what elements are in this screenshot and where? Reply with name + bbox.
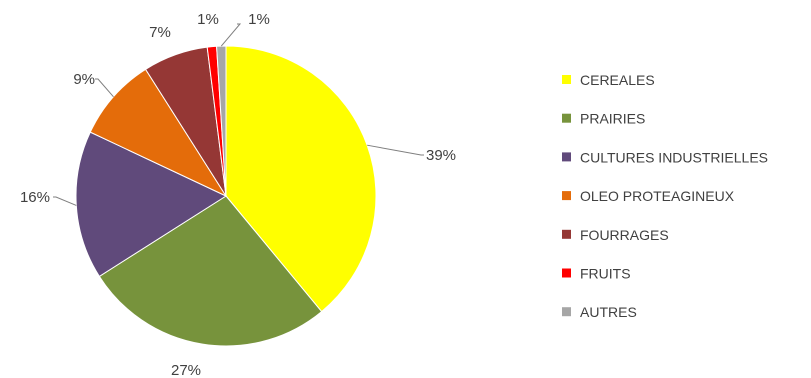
legend-swatch-prairies — [562, 113, 571, 123]
pie-slice-cereales — [225, 45, 377, 313]
legend-label-prairies: PRAIRIES — [580, 111, 645, 127]
legend-item-fruits: FRUITS — [562, 266, 631, 282]
legend-item-autres: AUTRES — [562, 304, 637, 320]
legend-swatch-autres — [562, 307, 571, 317]
leader-line-cereales — [367, 144, 424, 156]
legend: CEREALES PRAIRIES CULTURES INDUSTRIELLES OL… — [562, 72, 768, 320]
pie-slice-cultures-industrielles — [75, 131, 228, 278]
pie-slice-autres — [216, 45, 227, 197]
legend-swatch-oleo-proteagineux — [562, 191, 571, 201]
legend-swatch-fruits — [562, 268, 571, 278]
legend-swatch-cultures-industrielles — [562, 152, 571, 162]
pie-slice-prairies — [98, 195, 323, 347]
data-label-oleo-proteagineux: 9% — [73, 71, 95, 88]
legend-label-fourrages: FOURRAGES — [580, 227, 669, 243]
legend-label-oleo-proteagineux: OLEO PROTEAGINEUX — [580, 188, 735, 204]
legend-label-autres: AUTRES — [580, 304, 637, 320]
data-label-autres: 1% — [248, 11, 270, 28]
data-labels: 39% 27% 16% 9% 7% 1% 1% — [20, 11, 456, 378]
legend-item-cereales: CEREALES — [562, 72, 655, 88]
legend-item-prairies: PRAIRIES — [562, 111, 645, 127]
legend-label-cultures-industrielles: CULTURES INDUSTRIELLES — [580, 149, 768, 165]
legend-label-fruits: FRUITS — [580, 266, 631, 282]
pie-slices — [75, 45, 377, 347]
legend-item-fourrages: FOURRAGES — [562, 227, 669, 243]
pie-slice-oleo-proteagineux — [89, 68, 228, 198]
leader-line-autres — [220, 23, 242, 47]
legend-swatch-fourrages — [562, 229, 571, 239]
leader-line-oleo-proteagineux — [95, 78, 114, 98]
data-label-fruits: 1% — [197, 11, 219, 28]
leader-line-cultures-industrielles — [53, 196, 77, 206]
legend-label-cereales: CEREALES — [580, 72, 655, 88]
data-label-prairies: 27% — [171, 362, 201, 378]
legend-item-oleo-proteagineux: OLEO PROTEAGINEUX — [562, 188, 735, 204]
data-label-fourrages: 7% — [149, 24, 171, 41]
data-label-cereales: 39% — [426, 147, 456, 164]
legend-swatch-cereales — [562, 75, 571, 84]
leader-lines — [53, 23, 424, 206]
legend-item-cultures-industrielles: CULTURES INDUSTRIELLES — [562, 149, 768, 165]
data-label-cultures-industrielles: 16% — [20, 189, 50, 206]
